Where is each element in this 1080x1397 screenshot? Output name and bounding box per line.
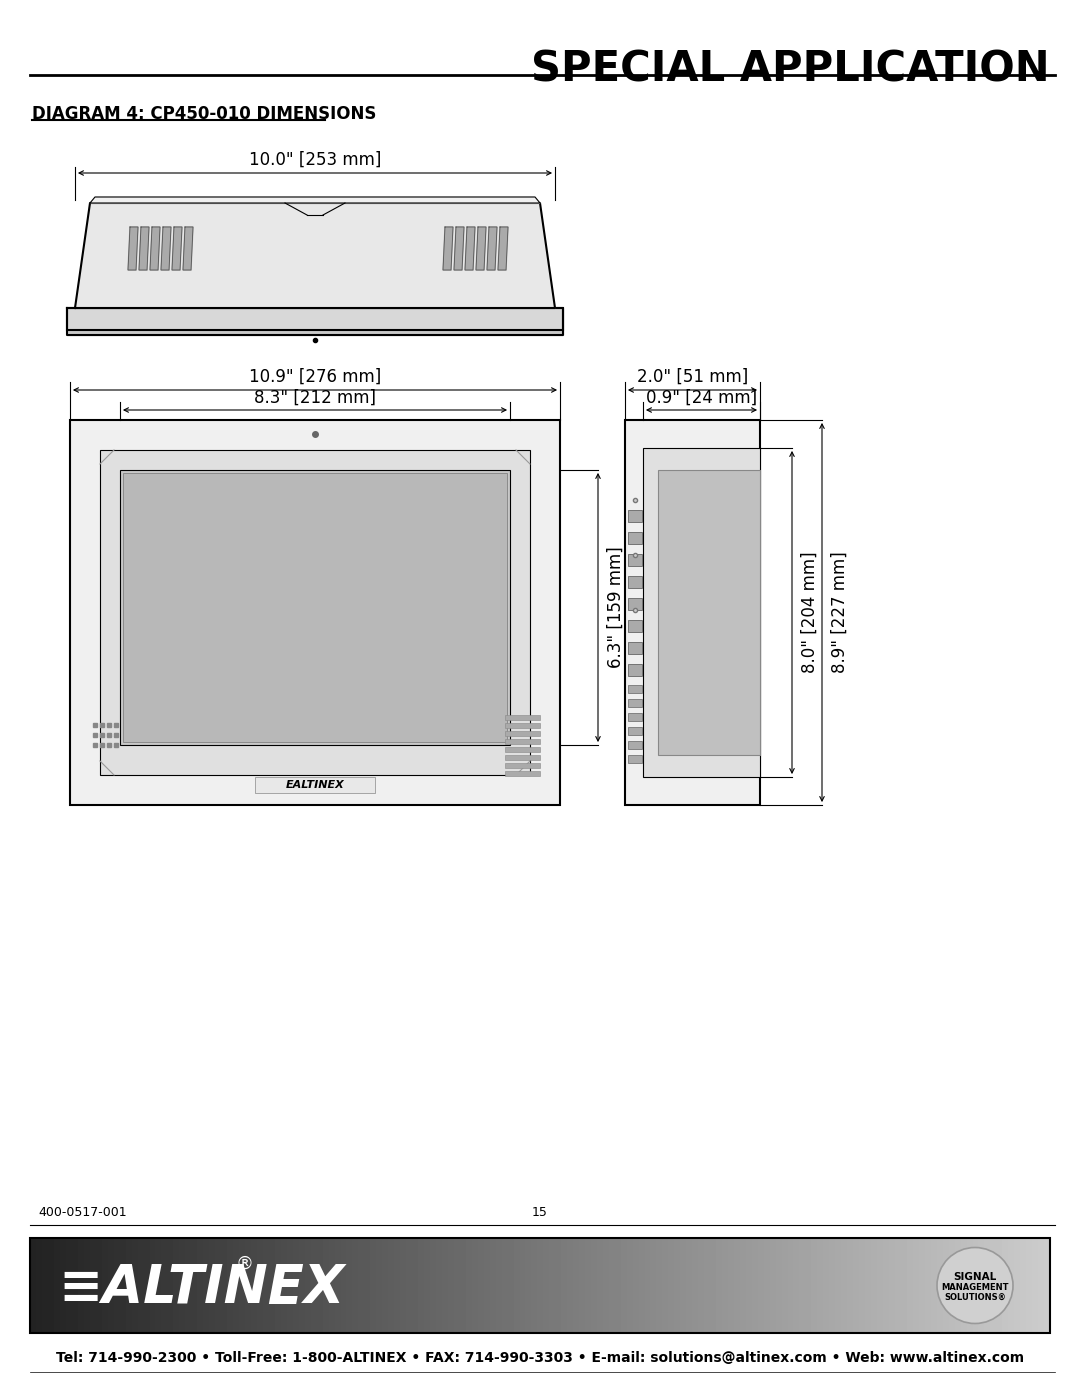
Bar <box>627 664 642 676</box>
Bar <box>658 469 760 754</box>
Text: 2.0" [51 mm]: 2.0" [51 mm] <box>637 367 748 386</box>
Polygon shape <box>465 226 475 270</box>
Bar <box>505 715 540 719</box>
Bar <box>627 510 642 522</box>
Text: Tel: 714-990-2300 • Toll-Free: 1-800-ALTINEX • FAX: 714-990-3303 • E-mail: solut: Tel: 714-990-2300 • Toll-Free: 1-800-ALT… <box>56 1351 1024 1365</box>
Circle shape <box>937 1248 1013 1323</box>
Bar <box>627 643 642 654</box>
Bar <box>627 754 642 763</box>
Polygon shape <box>139 226 149 270</box>
Polygon shape <box>67 307 563 335</box>
Bar <box>627 598 642 610</box>
Bar <box>627 698 642 707</box>
Bar <box>625 420 760 805</box>
Bar <box>627 576 642 588</box>
Bar <box>505 747 540 752</box>
Polygon shape <box>172 226 183 270</box>
Bar <box>643 448 760 777</box>
Text: ≡ALTINEX: ≡ALTINEX <box>58 1261 345 1313</box>
Polygon shape <box>150 226 160 270</box>
Polygon shape <box>183 226 193 270</box>
Bar <box>627 740 642 749</box>
Bar <box>70 420 561 805</box>
Text: EALTINEX: EALTINEX <box>285 780 345 789</box>
Text: SPECIAL APPLICATION: SPECIAL APPLICATION <box>531 47 1050 89</box>
Bar <box>505 739 540 745</box>
Text: ®: ® <box>235 1255 253 1273</box>
Bar <box>505 771 540 775</box>
Text: 15: 15 <box>532 1207 548 1220</box>
Text: 10.9" [276 mm]: 10.9" [276 mm] <box>248 367 381 386</box>
Bar <box>123 474 507 742</box>
Polygon shape <box>443 226 453 270</box>
Text: 6.3" [159 mm]: 6.3" [159 mm] <box>607 546 625 668</box>
Text: 10.0" [253 mm]: 10.0" [253 mm] <box>248 151 381 169</box>
Bar <box>505 763 540 768</box>
Polygon shape <box>476 226 486 270</box>
Text: DIAGRAM 4: CP450-010 DIMENSIONS: DIAGRAM 4: CP450-010 DIMENSIONS <box>32 105 376 123</box>
Bar <box>30 1238 1050 1333</box>
Bar <box>627 685 642 693</box>
Bar <box>627 712 642 721</box>
Text: SOLUTIONS®: SOLUTIONS® <box>944 1294 1005 1302</box>
Text: MANAGEMENT: MANAGEMENT <box>942 1282 1009 1292</box>
Bar <box>505 731 540 736</box>
Text: 8.3" [212 mm]: 8.3" [212 mm] <box>254 388 376 407</box>
Bar <box>100 450 530 775</box>
Bar <box>627 555 642 566</box>
Text: 0.9" [24 mm]: 0.9" [24 mm] <box>646 388 757 407</box>
Bar <box>255 777 375 793</box>
Polygon shape <box>498 226 508 270</box>
Polygon shape <box>90 197 540 203</box>
Text: 400-0517-001: 400-0517-001 <box>38 1207 126 1220</box>
Text: SIGNAL: SIGNAL <box>954 1273 997 1282</box>
Bar <box>505 754 540 760</box>
Polygon shape <box>129 226 138 270</box>
Text: 8.9" [227 mm]: 8.9" [227 mm] <box>831 552 849 673</box>
Text: 8.0" [204 mm]: 8.0" [204 mm] <box>801 552 819 673</box>
Polygon shape <box>487 226 497 270</box>
Polygon shape <box>454 226 464 270</box>
Bar <box>67 307 563 330</box>
Polygon shape <box>75 203 555 307</box>
Polygon shape <box>161 226 171 270</box>
Bar <box>505 724 540 728</box>
Bar <box>120 469 510 745</box>
Bar <box>627 620 642 631</box>
Bar <box>627 726 642 735</box>
Bar <box>627 532 642 543</box>
